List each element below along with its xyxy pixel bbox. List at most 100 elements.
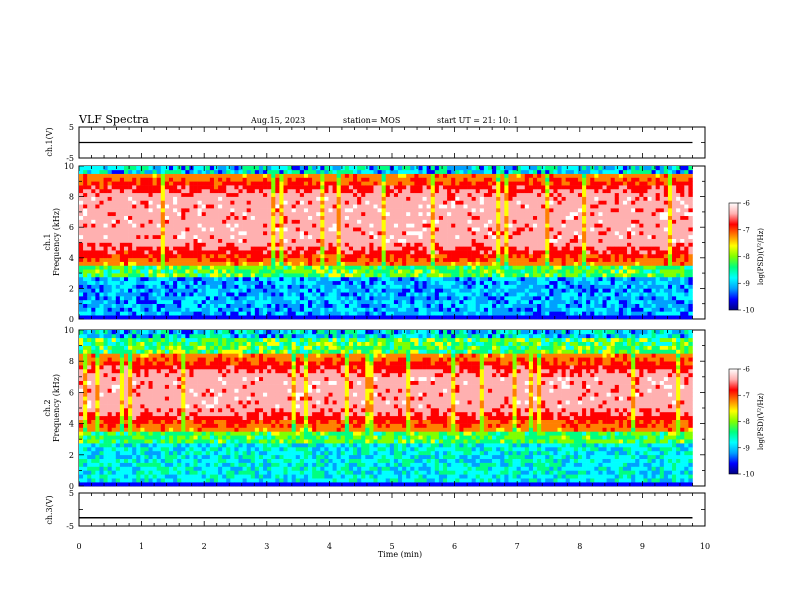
spectrogram-cell bbox=[463, 273, 468, 278]
spectrogram-cell bbox=[328, 231, 333, 236]
spectrogram-cell bbox=[475, 253, 481, 259]
spectrogram-cell bbox=[324, 181, 329, 186]
spectrogram-cell bbox=[275, 177, 280, 182]
spectrogram-cell bbox=[205, 169, 211, 174]
spectrogram-cell bbox=[123, 315, 129, 320]
spectrogram-cell bbox=[475, 296, 481, 301]
start-time-label: start UT = 21: 10: 1 bbox=[437, 116, 518, 125]
spectrogram-cell bbox=[528, 311, 534, 316]
spectrogram-cell bbox=[561, 311, 566, 316]
spectrogram-cell bbox=[148, 211, 153, 217]
spectrogram-cell bbox=[528, 296, 534, 301]
spectrogram-cell bbox=[504, 288, 509, 293]
spectrogram-cell bbox=[189, 188, 194, 194]
spectrogram-cell bbox=[83, 242, 88, 247]
spectrogram-cell bbox=[381, 265, 387, 270]
spectrogram-cell bbox=[357, 284, 362, 289]
spectrogram-cell bbox=[246, 296, 252, 301]
spectrogram-cell bbox=[385, 177, 391, 182]
spectrogram-cell bbox=[87, 296, 92, 301]
spectrogram-cell bbox=[308, 288, 313, 293]
spectrogram-cell bbox=[438, 292, 444, 297]
spectrogram-cell bbox=[275, 280, 280, 285]
spectrogram-cell bbox=[565, 231, 571, 236]
spectrogram-cell bbox=[209, 185, 215, 190]
spectrogram-cell bbox=[119, 231, 125, 236]
spectrogram-cell bbox=[144, 238, 149, 243]
spectrogram-cell bbox=[357, 166, 362, 171]
spectrogram-cell bbox=[144, 250, 149, 255]
spectrogram-cell bbox=[426, 185, 432, 190]
spectrogram-cell bbox=[561, 238, 566, 243]
spectrogram-cell bbox=[459, 311, 464, 316]
spectrogram-cell bbox=[385, 196, 391, 201]
spectrogram-cell bbox=[193, 223, 198, 228]
spectrogram-cell bbox=[156, 234, 162, 239]
spectrogram-cell bbox=[267, 177, 272, 182]
spectrogram-cell bbox=[177, 246, 182, 251]
spectrogram-cell bbox=[316, 219, 321, 224]
spectrogram-cell bbox=[463, 261, 468, 266]
spectrogram-cell bbox=[537, 173, 542, 178]
spectrogram-cell bbox=[99, 307, 104, 312]
spectrogram-cell bbox=[483, 219, 489, 224]
spectrogram-cell bbox=[389, 257, 395, 262]
spectrogram-cell bbox=[467, 234, 472, 239]
spectrogram-cell bbox=[487, 280, 493, 285]
spectrogram-cell bbox=[123, 196, 129, 201]
spectrogram-cell bbox=[132, 273, 137, 278]
spectrogram-cell bbox=[479, 265, 485, 270]
spectrogram-cell bbox=[385, 238, 391, 243]
spectrogram-cell bbox=[316, 253, 321, 259]
spectrogram-cell bbox=[340, 299, 346, 305]
spectrogram-cell bbox=[123, 234, 129, 239]
spectrogram-cell bbox=[279, 192, 284, 197]
spectrogram-cell bbox=[459, 177, 464, 182]
spectrogram-cell bbox=[303, 227, 309, 232]
spectrogram-cell bbox=[197, 242, 202, 247]
spectrogram-cell bbox=[537, 208, 542, 213]
spectrogram-cell bbox=[160, 181, 166, 186]
spectrogram-cell bbox=[402, 276, 407, 282]
spectrogram-cell bbox=[455, 211, 460, 217]
spectrogram-cell bbox=[263, 219, 268, 224]
spectrogram-cell bbox=[246, 173, 252, 178]
spectrogram-cell bbox=[320, 238, 325, 243]
spectrogram-cell bbox=[168, 188, 174, 194]
spectrogram-cell bbox=[373, 192, 378, 197]
spectrogram-cell bbox=[83, 185, 88, 190]
spectrogram-cell bbox=[483, 269, 489, 274]
spectrogram-cell bbox=[528, 211, 534, 217]
spectrogram-cell bbox=[128, 276, 133, 282]
spectrogram-cell bbox=[426, 307, 432, 312]
spectrogram-cell bbox=[99, 276, 104, 282]
spectrogram-cell bbox=[218, 181, 223, 186]
spectrogram-cell bbox=[226, 303, 231, 308]
spectrogram-cell bbox=[381, 280, 387, 285]
spectrogram-cell bbox=[119, 265, 125, 270]
spectrogram-cell bbox=[528, 231, 534, 236]
spectrogram-cell bbox=[455, 223, 460, 228]
spectrogram-cell bbox=[107, 276, 113, 282]
spectrogram-cell bbox=[586, 261, 591, 266]
spectrogram-cell bbox=[193, 196, 198, 201]
spectrogram-cell bbox=[168, 288, 174, 293]
spectrogram-cell bbox=[185, 299, 190, 305]
spectrogram-cell bbox=[283, 227, 288, 232]
spectrogram-cell bbox=[541, 311, 546, 316]
spectrogram-cell bbox=[467, 219, 472, 224]
spectrogram-cell bbox=[218, 200, 223, 205]
spectrogram-cell bbox=[389, 185, 395, 190]
spectrogram-cell bbox=[275, 253, 280, 259]
spectrogram-cell bbox=[455, 311, 460, 316]
spectrogram-cell bbox=[209, 192, 215, 197]
spectrogram-cell bbox=[209, 246, 215, 251]
spectrogram-cell bbox=[177, 200, 182, 205]
spectrogram-cell bbox=[132, 299, 137, 305]
spectrogram-cell bbox=[357, 288, 362, 293]
spectrogram-cell bbox=[381, 231, 387, 236]
spectrogram-cell bbox=[275, 311, 280, 316]
spectrogram-cell bbox=[504, 269, 509, 274]
spectrogram-cell bbox=[107, 303, 113, 308]
spectrogram-cell bbox=[569, 303, 575, 308]
